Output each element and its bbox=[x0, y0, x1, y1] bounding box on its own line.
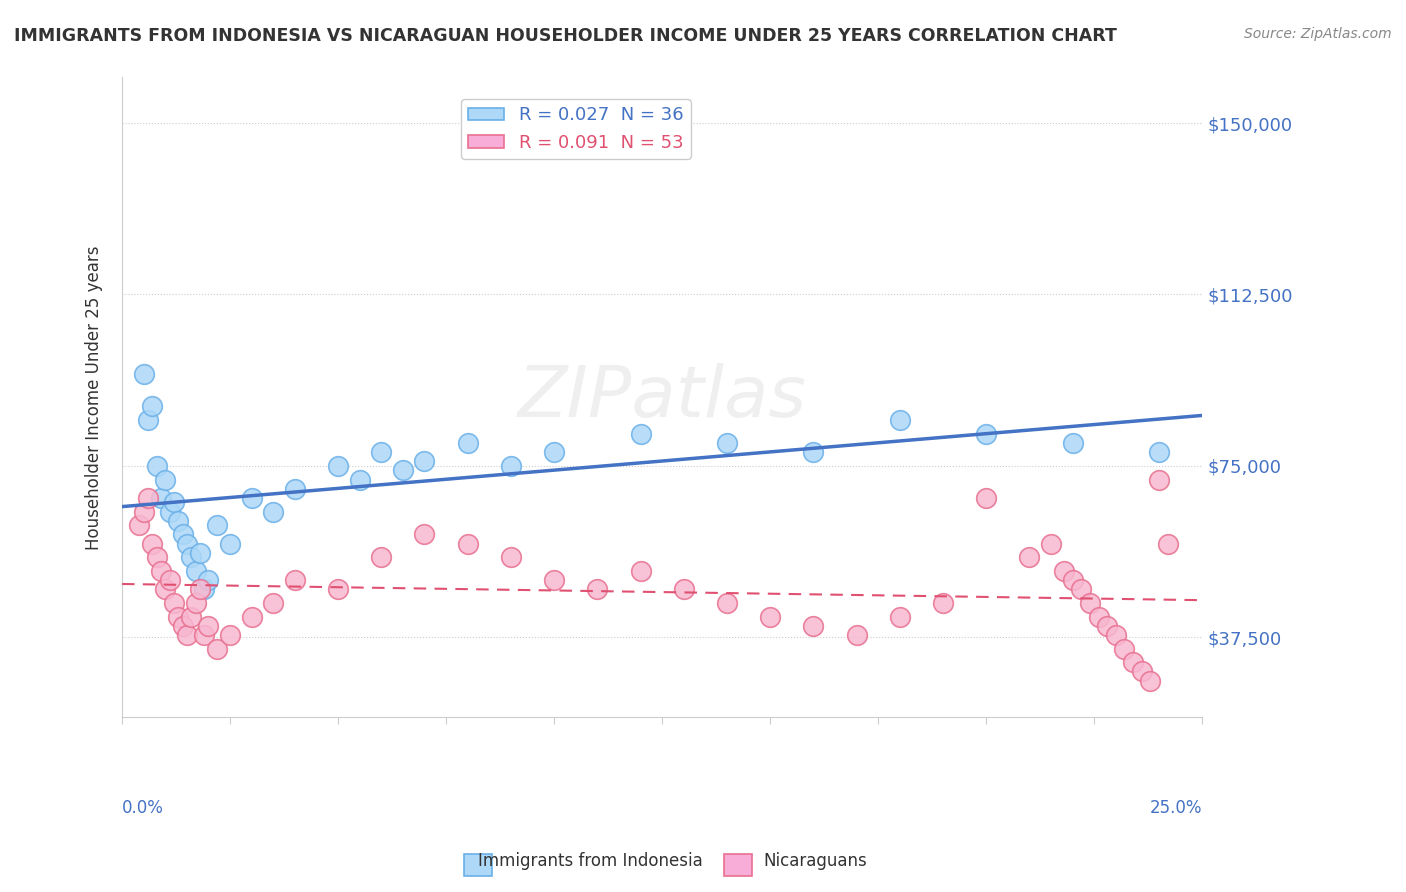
Point bbox=[145, 550, 167, 565]
Point bbox=[370, 445, 392, 459]
Point bbox=[499, 458, 522, 473]
Point bbox=[543, 445, 565, 459]
Text: Nicaraguans: Nicaraguans bbox=[763, 852, 868, 870]
Point bbox=[262, 596, 284, 610]
Point bbox=[932, 596, 955, 610]
Point bbox=[155, 582, 177, 597]
Point bbox=[219, 536, 242, 550]
Point bbox=[1147, 473, 1170, 487]
Point bbox=[136, 413, 159, 427]
Point bbox=[149, 491, 172, 505]
Point bbox=[1122, 656, 1144, 670]
Point bbox=[155, 473, 177, 487]
Point bbox=[716, 596, 738, 610]
Point bbox=[326, 582, 349, 597]
Point bbox=[184, 564, 207, 578]
Point bbox=[193, 628, 215, 642]
Point bbox=[889, 609, 911, 624]
Point bbox=[193, 582, 215, 597]
Point bbox=[1139, 673, 1161, 688]
Text: IMMIGRANTS FROM INDONESIA VS NICARAGUAN HOUSEHOLDER INCOME UNDER 25 YEARS CORREL: IMMIGRANTS FROM INDONESIA VS NICARAGUAN … bbox=[14, 27, 1116, 45]
Point bbox=[1105, 628, 1128, 642]
Point bbox=[172, 527, 194, 541]
Text: ZIPatlas: ZIPatlas bbox=[517, 363, 807, 432]
Point bbox=[499, 550, 522, 565]
Point bbox=[716, 436, 738, 450]
Point bbox=[159, 573, 181, 587]
Point bbox=[586, 582, 609, 597]
Point bbox=[163, 495, 186, 509]
Point bbox=[132, 504, 155, 518]
Point bbox=[141, 536, 163, 550]
Point bbox=[1156, 536, 1178, 550]
Point bbox=[159, 504, 181, 518]
Point bbox=[457, 436, 479, 450]
Point bbox=[141, 400, 163, 414]
Point bbox=[163, 596, 186, 610]
Y-axis label: Householder Income Under 25 years: Householder Income Under 25 years bbox=[86, 245, 103, 549]
Point bbox=[197, 573, 219, 587]
Text: Immigrants from Indonesia: Immigrants from Indonesia bbox=[478, 852, 703, 870]
Point bbox=[149, 564, 172, 578]
Point bbox=[184, 596, 207, 610]
Point bbox=[845, 628, 868, 642]
Point bbox=[176, 628, 198, 642]
Point bbox=[240, 609, 263, 624]
Point bbox=[172, 619, 194, 633]
Point bbox=[167, 514, 190, 528]
Point bbox=[370, 550, 392, 565]
Point bbox=[392, 463, 415, 477]
Point bbox=[349, 473, 371, 487]
Point bbox=[1062, 573, 1084, 587]
Point bbox=[128, 518, 150, 533]
Point bbox=[1095, 619, 1118, 633]
Point bbox=[188, 582, 211, 597]
Point bbox=[543, 573, 565, 587]
Point bbox=[240, 491, 263, 505]
Point bbox=[262, 504, 284, 518]
Point bbox=[1070, 582, 1092, 597]
Point bbox=[136, 491, 159, 505]
Point bbox=[630, 564, 652, 578]
Point bbox=[457, 536, 479, 550]
Point bbox=[1062, 436, 1084, 450]
Point bbox=[974, 426, 997, 441]
Point bbox=[759, 609, 782, 624]
Point bbox=[1114, 641, 1136, 656]
Point bbox=[176, 536, 198, 550]
Legend: R = 0.027  N = 36, R = 0.091  N = 53: R = 0.027 N = 36, R = 0.091 N = 53 bbox=[461, 99, 690, 159]
Point bbox=[326, 458, 349, 473]
Point bbox=[1147, 445, 1170, 459]
Point bbox=[672, 582, 695, 597]
Point bbox=[1130, 665, 1153, 679]
Point bbox=[205, 518, 228, 533]
Point bbox=[413, 454, 436, 468]
Point bbox=[1078, 596, 1101, 610]
Point bbox=[801, 619, 824, 633]
Point bbox=[889, 413, 911, 427]
Point bbox=[188, 546, 211, 560]
Point bbox=[180, 550, 202, 565]
Point bbox=[1053, 564, 1076, 578]
Point bbox=[145, 458, 167, 473]
Point bbox=[132, 368, 155, 382]
Point bbox=[284, 482, 307, 496]
Point bbox=[219, 628, 242, 642]
Point bbox=[1087, 609, 1109, 624]
Point bbox=[284, 573, 307, 587]
Point bbox=[205, 641, 228, 656]
Point bbox=[630, 426, 652, 441]
Text: 25.0%: 25.0% bbox=[1150, 799, 1202, 817]
Text: Source: ZipAtlas.com: Source: ZipAtlas.com bbox=[1244, 27, 1392, 41]
Point bbox=[1018, 550, 1040, 565]
Point bbox=[197, 619, 219, 633]
Text: 0.0%: 0.0% bbox=[122, 799, 165, 817]
Point bbox=[180, 609, 202, 624]
Point bbox=[974, 491, 997, 505]
Point bbox=[167, 609, 190, 624]
Point bbox=[801, 445, 824, 459]
Point bbox=[1040, 536, 1063, 550]
Point bbox=[413, 527, 436, 541]
